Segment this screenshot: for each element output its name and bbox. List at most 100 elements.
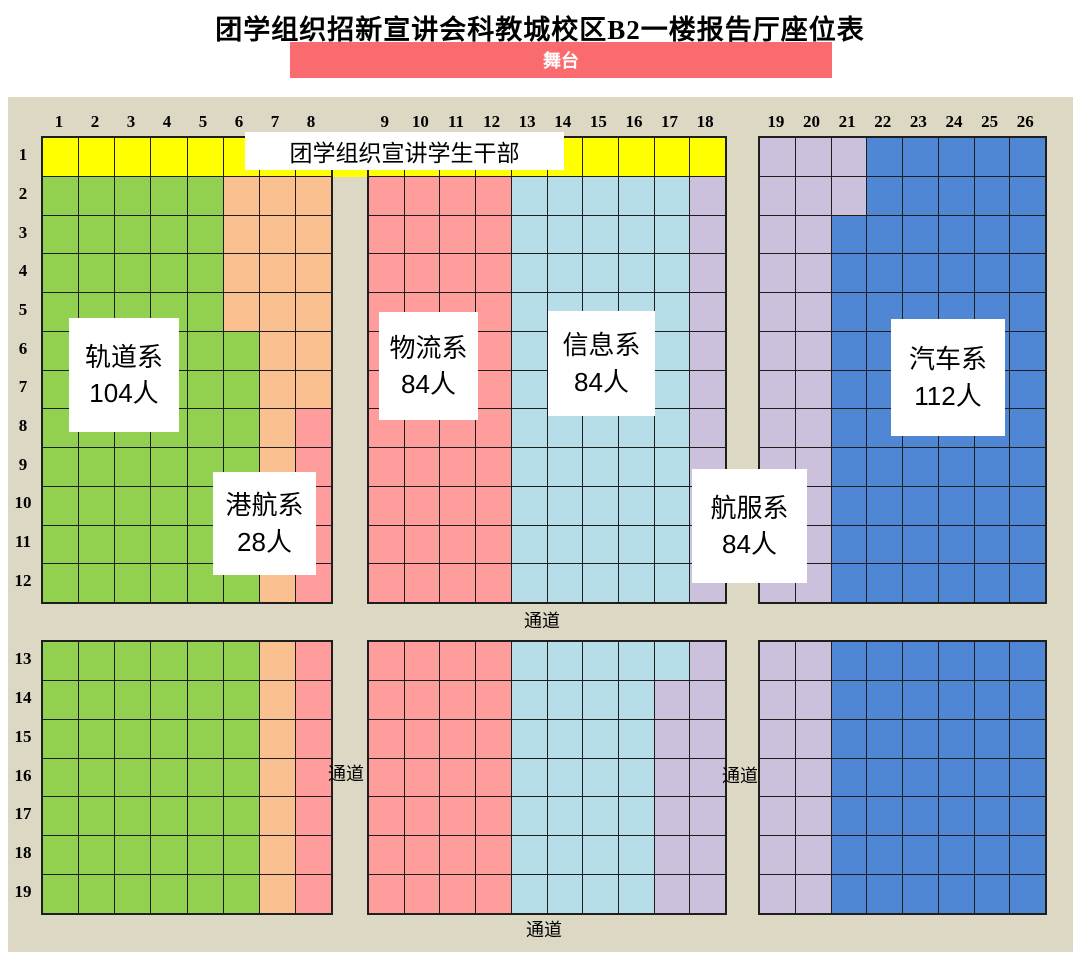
number-label: 12 <box>14 570 32 590</box>
seat-cell <box>974 138 1010 176</box>
seat-cell <box>187 719 223 758</box>
seat-cell <box>618 564 654 602</box>
seat-cell <box>295 680 331 719</box>
seat-cell <box>831 448 867 486</box>
seat-cell <box>295 176 331 215</box>
number-label: 4 <box>18 261 28 281</box>
seat-cell <box>760 758 795 797</box>
seat-cell <box>795 875 831 913</box>
cadre-row-label: 团学组织宣讲学生干部 <box>245 132 564 170</box>
row-numbers-top: 1 2 3 4 5 6 7 8 9 10 11 12 <box>8 136 38 600</box>
seat-cell <box>618 176 654 215</box>
seat-cell <box>867 680 902 719</box>
number-label: 7 <box>18 377 28 397</box>
seat-cell <box>974 486 1010 525</box>
seat-cell <box>440 875 476 913</box>
seat-cell <box>690 875 725 913</box>
number-label: 23 <box>909 112 927 131</box>
seat-cell <box>903 215 938 254</box>
number-label: 22 <box>874 112 892 131</box>
seat-cell <box>79 875 115 913</box>
seat-cell <box>151 758 187 797</box>
seat-cell <box>43 564 79 602</box>
seat-cell <box>974 254 1010 292</box>
seat-cell <box>867 564 902 602</box>
seat-cell <box>690 642 725 680</box>
number-label: 3 <box>126 112 136 131</box>
seat-cell <box>583 448 618 486</box>
seat-cell <box>511 254 547 292</box>
seat-cell <box>223 642 259 680</box>
seat-cell <box>690 293 725 331</box>
seat-cell <box>547 875 583 913</box>
stage-label: 舞台 <box>543 51 579 71</box>
seat-cell <box>187 758 223 797</box>
seat-cell <box>938 797 974 836</box>
seat-cell <box>1010 370 1045 409</box>
seat-cell <box>511 293 547 331</box>
seat-cell <box>151 215 187 254</box>
seat-cell <box>831 215 867 254</box>
seat-cell <box>476 525 511 564</box>
seat-cell <box>831 836 867 875</box>
seat-cell <box>938 758 974 797</box>
seat-cell <box>79 797 115 836</box>
seat-grid-middle-top <box>367 136 727 604</box>
seat-cell <box>903 680 938 719</box>
seat-cell <box>903 719 938 758</box>
seat-cell <box>115 486 151 525</box>
seat-cell <box>151 564 187 602</box>
seat-cell <box>618 797 654 836</box>
seat-cell <box>1010 836 1045 875</box>
number-label: 15 <box>589 112 607 131</box>
seat-cell <box>259 331 295 370</box>
seat-cell <box>295 642 331 680</box>
number-label: 19 <box>767 112 785 131</box>
seat-grid-right-bottom <box>758 640 1047 915</box>
seat-cell <box>223 370 259 409</box>
seat-cell <box>115 758 151 797</box>
seat-cell <box>938 215 974 254</box>
seat-cell <box>43 138 79 176</box>
seat-cell <box>369 564 404 602</box>
number-label: 20 <box>802 112 820 131</box>
number-label: 17 <box>14 804 32 824</box>
seat-cell <box>903 797 938 836</box>
seat-cell <box>867 215 902 254</box>
seat-cell <box>760 797 795 836</box>
seat-cell <box>440 680 476 719</box>
seat-cell <box>618 758 654 797</box>
seat-cell <box>690 836 725 875</box>
seat-cell <box>151 680 187 719</box>
seat-cell <box>115 525 151 564</box>
number-label: 16 <box>625 112 643 131</box>
seat-cell <box>618 836 654 875</box>
seat-cell <box>187 138 223 176</box>
number-label: 2 <box>90 112 100 131</box>
column-numbers-middle: 9 10 11 12 13 14 15 16 17 18 <box>367 111 723 133</box>
seat-cell <box>867 642 902 680</box>
seat-cell <box>476 254 511 292</box>
seat-cell <box>476 293 511 331</box>
number-label: 6 <box>234 112 244 131</box>
seat-cell <box>583 797 618 836</box>
seat-cell <box>151 448 187 486</box>
seat-cell <box>903 758 938 797</box>
dept-label-automotive: 汽车系 112人 <box>891 319 1005 436</box>
seat-cell <box>867 138 902 176</box>
seat-cell <box>938 836 974 875</box>
seat-cell <box>187 875 223 913</box>
dept-label-aviation-service: 航服系 84人 <box>692 469 807 583</box>
seat-cell <box>1010 409 1045 447</box>
seat-cell <box>654 176 690 215</box>
seat-cell <box>115 642 151 680</box>
seat-cell <box>187 254 223 292</box>
seat-cell <box>831 758 867 797</box>
seat-cell <box>259 215 295 254</box>
seat-cell <box>511 486 547 525</box>
seat-cell <box>440 486 476 525</box>
seat-cell <box>831 680 867 719</box>
row-numbers-bottom: 13 14 15 16 17 18 19 <box>8 640 38 911</box>
seat-cell <box>476 719 511 758</box>
seat-cell <box>259 409 295 447</box>
